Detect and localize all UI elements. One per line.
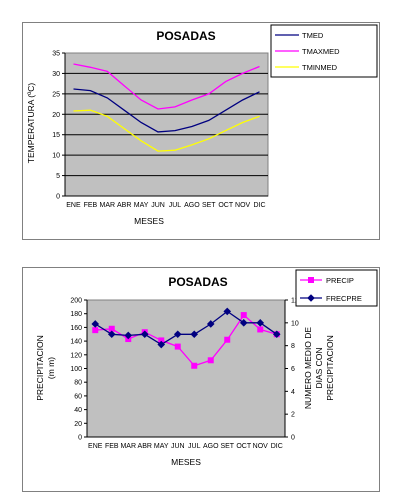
data-point-frecpre	[157, 340, 166, 349]
legend-label: FRECPRE	[326, 294, 362, 303]
y-tick-label: 120	[70, 352, 82, 359]
x-tick-label: MAY	[154, 443, 169, 450]
chart-title: POSADAS	[156, 29, 215, 43]
y-tick-label: 25	[52, 91, 60, 98]
x-tick-label: DIC	[254, 202, 266, 209]
data-point-frecpre	[272, 330, 281, 339]
y-axis-title: TEMPERATURA (ºC)	[26, 83, 36, 164]
precipitation-chart-svg: POSADAS MESES PRECIPITACION (m m) NUMERO…	[35, 269, 378, 467]
x-tick-label: AGO	[203, 443, 219, 450]
y-tick-label: 0	[56, 194, 60, 201]
y2-tick-label: 4	[291, 389, 295, 396]
temperature-chart-svg: POSADAS MESES TEMPERATURA (ºC) 0 5 10 15 20 2…	[26, 24, 378, 226]
legend-swatch-marker	[308, 277, 314, 283]
x-tick-label: DIC	[271, 443, 283, 450]
y-tick-label: 0	[78, 435, 82, 442]
precipitation-chart: POSADAS MESES PRECIPITACION (m m) NUMERO…	[22, 267, 380, 492]
plot-area	[86, 299, 286, 438]
data-point-precip	[207, 357, 214, 364]
y2-axis-title-group: NUMERO MEDIO DE DIAS CON PRECIPITACION	[303, 327, 335, 410]
x-tick-label: ENE	[66, 202, 81, 209]
y2-tick-label: 6	[291, 366, 295, 373]
y2-tick-label: 2	[291, 412, 295, 419]
x-tick-label: JUL	[188, 443, 201, 450]
data-point-frecpre	[140, 330, 149, 339]
data-point-frecpre	[206, 320, 215, 328]
y2-tick-label: 10	[291, 320, 299, 327]
data-point-precip	[92, 327, 99, 334]
legend-label: TMINMED	[302, 63, 338, 72]
x-tick-label: ABR	[117, 202, 131, 209]
y-tick-label: 30	[52, 71, 60, 78]
x-tick-label: JUN	[171, 443, 185, 450]
y-axis-title-unit: (m m)	[46, 357, 56, 379]
legend-label: TMAXMED	[302, 47, 340, 56]
y-tick-label: 80	[74, 380, 82, 387]
legend-label: PRECIP	[326, 276, 354, 285]
data-point-frecpre	[107, 330, 116, 339]
data-point-precip	[224, 336, 231, 343]
y-tick-label: 15	[52, 132, 60, 139]
x-tick-label: JUN	[151, 202, 165, 209]
y-tick-label: 5	[56, 173, 60, 180]
series-line-tmaxmed	[73, 63, 260, 110]
series-line-tminmed	[73, 109, 260, 152]
x-tick-label: MAR	[120, 443, 136, 450]
y-tick-label: 35	[52, 51, 60, 58]
data-point-frecpre	[173, 330, 182, 339]
x-tick-label: ABR	[138, 443, 152, 450]
x-tick-label: ENE	[88, 443, 103, 450]
x-tick-label: NOV	[253, 443, 269, 450]
y-axis-title-group: PRECIPITACION (m m)	[35, 335, 56, 401]
y2-tick-label: 8	[291, 343, 295, 350]
temperature-chart: POSADAS MESES TEMPERATURA (ºC) 0 5 10 15 20 2…	[22, 22, 380, 240]
y-axis-title: PRECIPITACION	[35, 335, 45, 401]
y-tick-label: 200	[70, 298, 82, 305]
y-tick-label: 60	[74, 393, 82, 400]
y2-tick-label: 0	[291, 435, 295, 442]
data-point-frecpre	[124, 331, 133, 340]
y-tick-label: 100	[70, 366, 82, 373]
x-tick-label: FEB	[84, 202, 98, 209]
data-point-frecpre	[190, 330, 199, 339]
data-point-precip	[240, 312, 247, 319]
y-tick-label: 20	[52, 112, 60, 119]
data-point-precip	[174, 343, 181, 350]
data-point-precip	[108, 325, 115, 332]
x-tick-label: AGO	[184, 202, 200, 209]
data-point-frecpre	[91, 320, 100, 328]
data-point-precip	[191, 362, 198, 369]
x-tick-label: SET	[202, 202, 216, 209]
x-tick-label: OCT	[218, 202, 234, 209]
series-line-tmed	[73, 88, 260, 133]
y-tick-label: 180	[70, 311, 82, 318]
x-tick-label: SET	[220, 443, 234, 450]
y2-tick-label: 12	[291, 298, 299, 305]
y2-axis-title-line2: DIAS CON	[314, 347, 324, 388]
x-tick-label: NOV	[235, 202, 251, 209]
x-axis-title: MESES	[171, 457, 201, 467]
x-tick-label: JUL	[169, 202, 182, 209]
x-tick-label: MAY	[134, 202, 149, 209]
data-point-precip	[257, 326, 264, 333]
y-tick-label: 140	[70, 339, 82, 346]
y-tick-label: 20	[74, 421, 82, 428]
y-tick-label: 40	[74, 407, 82, 414]
x-tick-label: OCT	[236, 443, 252, 450]
x-axis-title: MESES	[134, 216, 164, 226]
y-tick-label: 160	[70, 325, 82, 332]
legend-swatch-marker	[307, 294, 315, 302]
y2-axis-title-line1: NUMERO MEDIO DE	[303, 327, 313, 410]
x-tick-label: FEB	[105, 443, 119, 450]
chart-title: POSADAS	[168, 275, 227, 289]
data-point-precip	[158, 337, 165, 344]
y-tick-label: 10	[52, 153, 60, 160]
legend-label: TMED	[302, 31, 324, 40]
y2-axis-title-line3: PRECIPITACION	[325, 335, 335, 401]
x-tick-label: MAR	[100, 202, 116, 209]
